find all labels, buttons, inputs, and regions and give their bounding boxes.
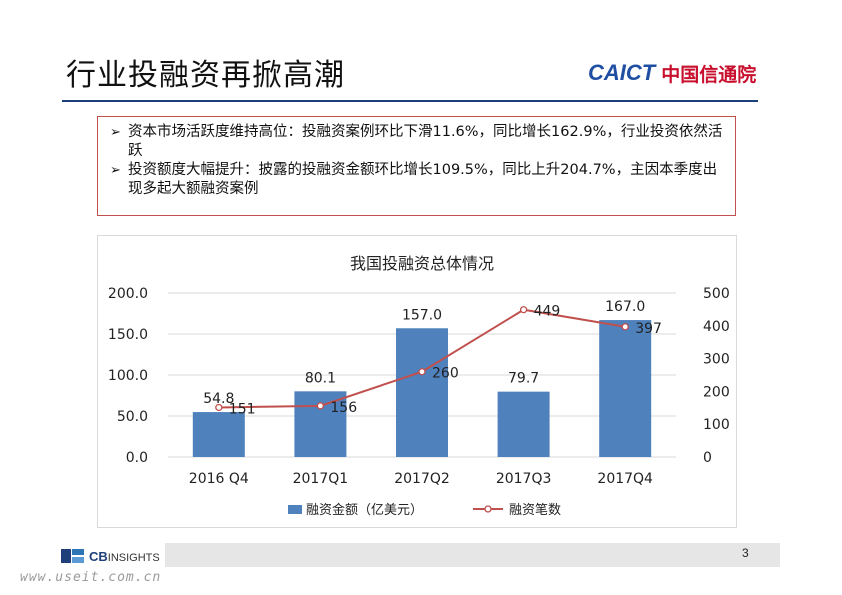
bar-data-label: 80.1 — [305, 370, 336, 386]
arrow-bullet-icon: ➢ — [110, 163, 121, 178]
line-point — [621, 323, 629, 331]
y-left-tick-label: 50.0 — [117, 409, 148, 425]
line-point — [519, 306, 528, 314]
y-right-tick-label: 200 — [703, 384, 730, 400]
combo-chart: 我国投融资总体情况 0.0 50.0 100.0 150.0 200.0 0 100 200 30… — [108, 254, 730, 518]
page-number: 3 — [742, 546, 749, 560]
x-tick-label: 2016 Q4 — [189, 471, 249, 487]
caict-logo: CAICT 中国信通院 — [588, 60, 756, 86]
cb-insights-mark-icon — [60, 546, 86, 566]
y-right-tick-label: 300 — [703, 352, 730, 368]
line-point — [215, 403, 223, 412]
y-right-tick-label: 100 — [703, 417, 730, 433]
line-data-label: 151 — [229, 401, 256, 417]
summary-bullet: ➢ 资本市场活跃度维持高位：投融资案例环比下滑11.6%，同比增长162.9%，… — [110, 123, 725, 161]
cb-insights-text: CBINSIGHTS — [89, 549, 160, 564]
cb-main-text: CB — [89, 548, 108, 564]
legend-line-marker — [484, 505, 492, 513]
y-left-tick-label: 0.0 — [126, 450, 148, 466]
bar-data-label: 167.0 — [605, 299, 645, 315]
header-divider — [62, 100, 758, 102]
legend-line-label: 融资笔数 — [509, 502, 561, 518]
y-right-tick-label: 400 — [703, 319, 730, 335]
watermark: www.useit.com.cn — [20, 570, 162, 585]
chart-title: 我国投融资总体情况 — [350, 254, 494, 273]
line-data-label: 156 — [330, 400, 357, 416]
footer-bar — [165, 543, 780, 567]
y-left-tick-label: 150.0 — [108, 327, 148, 343]
page-title: 行业投融资再掀高潮 — [66, 58, 345, 93]
legend-bar-label: 融资金额（亿美元） — [306, 502, 423, 518]
arrow-bullet-icon: ➢ — [110, 125, 121, 140]
line-data-label: 449 — [534, 304, 561, 320]
line-point — [418, 368, 426, 376]
y-right-tick-label: 0 — [703, 450, 712, 466]
summary-text: 投资额度大幅提升：披露的投融资金额环比增长109.5%，同比上升204.7%，主… — [128, 162, 718, 197]
bar — [396, 328, 448, 457]
line-data-label: 260 — [432, 366, 459, 382]
summary-box: ➢ 资本市场活跃度维持高位：投融资案例环比下滑11.6%，同比增长162.9%，… — [97, 116, 736, 216]
x-tick-label: 2017Q1 — [293, 471, 349, 487]
bar-data-label: 157.0 — [402, 307, 442, 323]
bar — [497, 391, 550, 457]
x-tick-label: 2017Q4 — [597, 471, 653, 487]
bar — [599, 320, 652, 457]
x-tick-label: 2017Q3 — [496, 471, 552, 487]
summary-text: 资本市场活跃度维持高位：投融资案例环比下滑11.6%，同比增长162.9%，行业… — [128, 124, 723, 159]
bar-data-label: 79.7 — [508, 371, 539, 387]
y-right-tick-label: 500 — [703, 286, 730, 302]
chart-container: 我国投融资总体情况 0.0 50.0 100.0 150.0 200.0 0 100 200 30… — [97, 235, 737, 528]
cb-sub-text: INSIGHTS — [107, 551, 160, 564]
bar — [192, 412, 245, 457]
logo-cn-text: 中国信通院 — [661, 63, 757, 86]
logo-en-text: CAICT — [588, 60, 656, 85]
y-left-tick-label: 100.0 — [108, 368, 148, 384]
cb-insights-logo: CBINSIGHTS — [60, 544, 160, 568]
bar-data-label: 54.8 — [203, 391, 234, 407]
line-data-label: 397 — [635, 321, 662, 337]
y-left-tick-label: 200.0 — [108, 286, 148, 302]
line-point — [316, 402, 325, 410]
summary-bullet: ➢ 投资额度大幅提升：披露的投融资金额环比增长109.5%，同比上升204.7%… — [110, 161, 725, 199]
x-tick-label: 2017Q2 — [394, 471, 450, 487]
legend-bar-swatch — [288, 505, 302, 514]
